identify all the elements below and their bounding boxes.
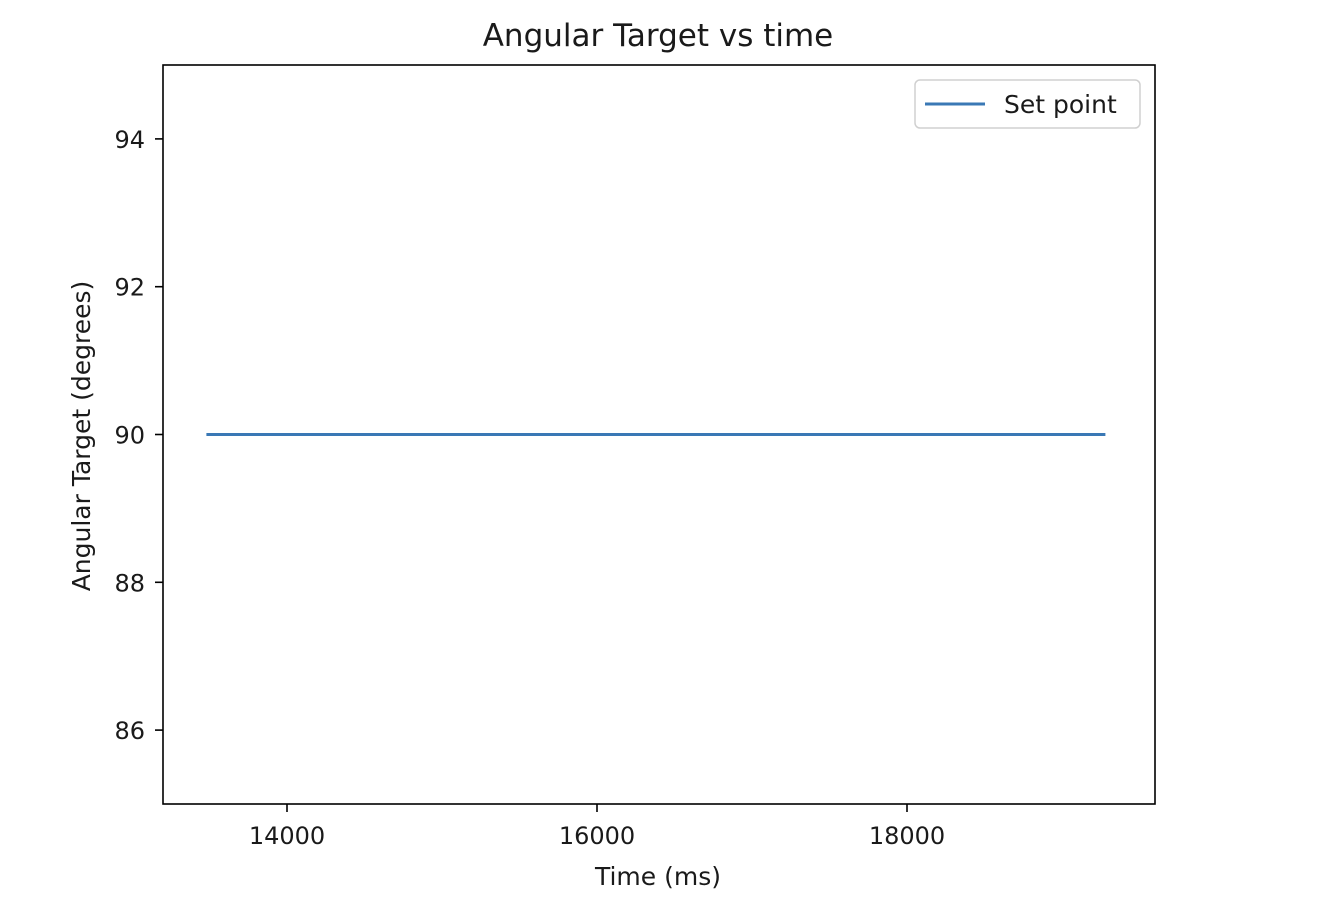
- x-tick-label: 16000: [559, 822, 635, 850]
- legend-box: [914, 79, 1141, 129]
- y-tick-label: 88: [114, 569, 145, 597]
- y-tick-label: 94: [114, 126, 145, 154]
- x-axis-label: Time (ms): [594, 862, 721, 891]
- x-tick-label: 14000: [249, 822, 325, 850]
- y-axis-label: Angular Target (degrees): [67, 281, 96, 592]
- x-axis: 14000 16000 18000: [249, 804, 945, 850]
- y-tick-label: 86: [114, 717, 145, 745]
- y-tick-label: 90: [114, 422, 145, 450]
- x-tick-label: 18000: [869, 822, 945, 850]
- y-tick-label: 92: [114, 274, 145, 302]
- y-axis: 86 88 90 92 94: [114, 126, 163, 745]
- chart-title: Angular Target vs time: [483, 18, 834, 54]
- legend: Set point: [914, 79, 1141, 129]
- legend-label: Set point: [1004, 90, 1117, 119]
